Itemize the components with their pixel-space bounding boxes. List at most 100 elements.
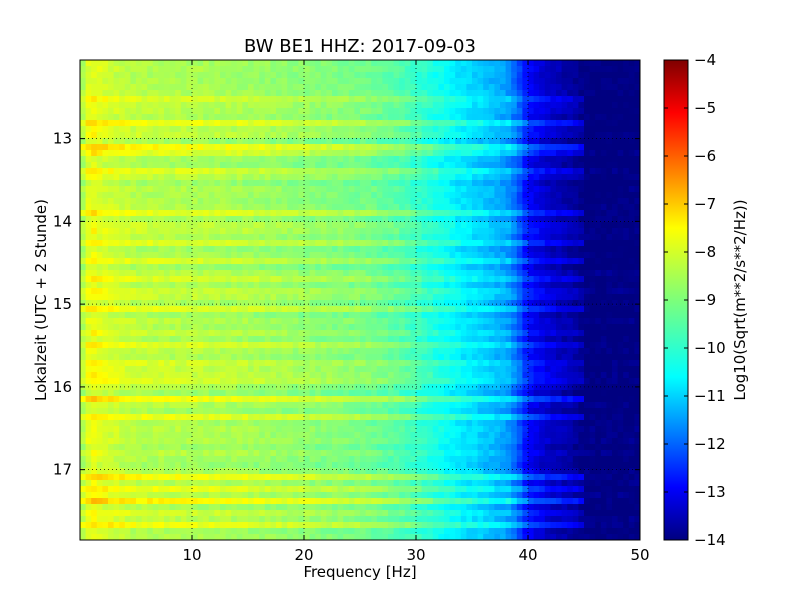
heatmap-cell (164, 180, 170, 187)
heatmap-cell (236, 204, 243, 211)
heatmap-cell (136, 342, 142, 349)
heatmap-cell (522, 306, 529, 313)
heatmap-cell (141, 354, 148, 361)
heatmap-cell (427, 252, 434, 259)
heatmap-cell (136, 156, 142, 163)
heatmap-cell (460, 300, 467, 307)
heatmap-cell (399, 96, 406, 103)
heatmap-cell (147, 276, 154, 283)
heatmap-cell (623, 234, 630, 241)
heatmap-cell (612, 162, 618, 169)
heatmap-cell (382, 102, 389, 109)
heatmap-cell (197, 276, 204, 283)
heatmap-cell (533, 216, 540, 223)
heatmap-cell (584, 186, 590, 193)
heatmap-cell (617, 168, 624, 175)
heatmap-cell (455, 174, 462, 181)
heatmap-cell (578, 264, 585, 271)
heatmap-cell (522, 156, 529, 163)
heatmap-cell (416, 186, 422, 193)
heatmap-cell (522, 312, 529, 319)
heatmap-cell (309, 228, 316, 235)
heatmap-cell (376, 72, 383, 79)
heatmap-cell (175, 108, 182, 115)
heatmap-cell (348, 330, 355, 337)
heatmap-cell (192, 60, 198, 67)
heatmap-cell (276, 270, 282, 277)
heatmap-cell (584, 168, 590, 175)
heatmap-cell (505, 90, 512, 97)
heatmap-cell (253, 162, 260, 169)
heatmap-cell (365, 114, 372, 121)
heatmap-cell (102, 66, 109, 73)
heatmap-cell (612, 288, 618, 295)
heatmap-cell (231, 72, 238, 79)
heatmap-cell (253, 66, 260, 73)
heatmap-cell (124, 240, 131, 247)
heatmap-cell (511, 264, 518, 271)
heatmap-cell (539, 300, 546, 307)
heatmap-cell (220, 210, 226, 217)
heatmap-cell (315, 108, 322, 115)
heatmap-cell (96, 120, 103, 127)
heatmap-cell (343, 120, 350, 127)
heatmap-cell (544, 342, 551, 349)
heatmap-cell (488, 108, 495, 115)
heatmap-cell (348, 198, 355, 205)
heatmap-cell (259, 126, 266, 133)
heatmap-cell (141, 252, 148, 259)
heatmap-cell (130, 312, 137, 319)
heatmap-cell (96, 168, 103, 175)
heatmap-cell (404, 132, 411, 139)
heatmap-cell (281, 336, 288, 343)
heatmap-cell (466, 342, 473, 349)
heatmap-cell (376, 66, 383, 73)
heatmap-cell (309, 102, 316, 109)
heatmap-cell (612, 276, 618, 283)
heatmap-cell (113, 264, 120, 271)
heatmap-cell (399, 72, 406, 79)
heatmap-cell (242, 60, 249, 67)
heatmap-cell (136, 78, 142, 85)
heatmap-cell (152, 84, 159, 91)
heatmap-cell (371, 234, 378, 241)
heatmap-cell (544, 150, 551, 157)
heatmap-cell (550, 138, 557, 145)
heatmap-cell (270, 144, 277, 151)
heatmap-cell (169, 114, 176, 121)
heatmap-cell (175, 168, 182, 175)
heatmap-cell (572, 90, 579, 97)
heatmap-cell (180, 156, 187, 163)
heatmap-cell (556, 120, 562, 127)
heatmap-cell (393, 264, 400, 271)
heatmap-cell (152, 270, 159, 277)
heatmap-cell (259, 246, 266, 253)
heatmap-cell (500, 198, 506, 205)
heatmap-cell (315, 216, 322, 223)
heatmap-cell (455, 150, 462, 157)
heatmap-cell (528, 162, 534, 169)
heatmap-cell (589, 276, 596, 283)
heatmap-cell (589, 150, 596, 157)
heatmap-cell (572, 96, 579, 103)
heatmap-cell (628, 90, 635, 97)
heatmap-cell (292, 222, 299, 229)
heatmap-cell (516, 114, 523, 121)
heatmap-cell (617, 162, 624, 169)
heatmap-cell (634, 150, 641, 157)
heatmap-cell (600, 222, 607, 229)
heatmap-cell (567, 60, 574, 67)
heatmap-cell (371, 354, 378, 361)
heatmap-cell (186, 186, 193, 193)
heatmap-cell (438, 90, 445, 97)
heatmap-cell (550, 162, 557, 169)
heatmap-cell (326, 144, 333, 151)
heatmap-cell (85, 66, 92, 73)
heatmap-cell (623, 198, 630, 205)
heatmap-cell (304, 96, 310, 103)
heatmap-cell (393, 132, 400, 139)
heatmap-cell (91, 318, 98, 325)
heatmap-cell (124, 258, 131, 265)
heatmap-cell (186, 228, 193, 235)
heatmap-cell (393, 234, 400, 241)
